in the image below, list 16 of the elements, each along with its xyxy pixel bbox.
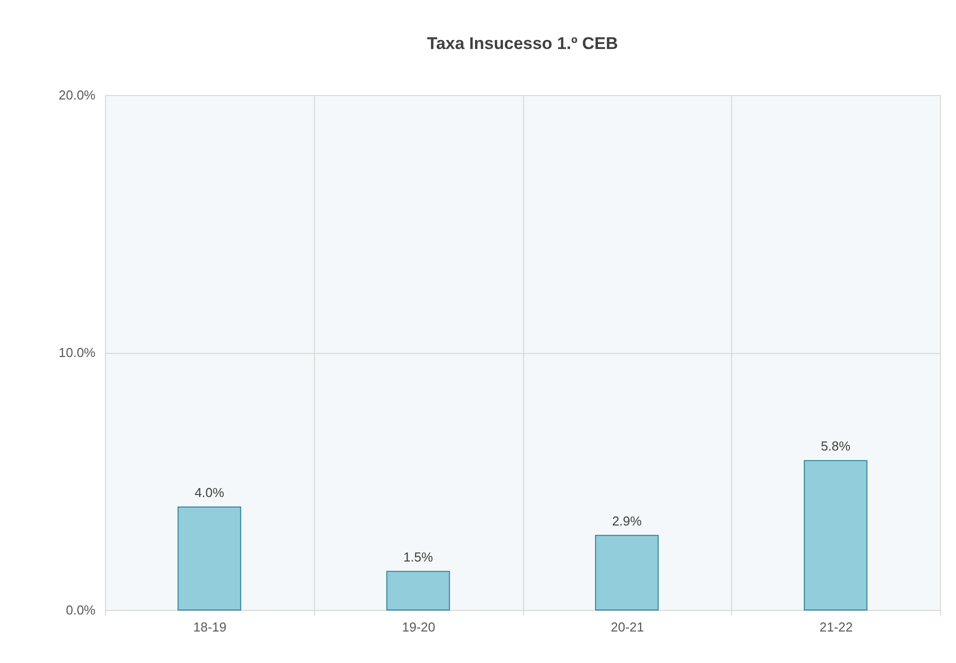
y-tick-label: 20.0%	[58, 88, 96, 102]
data-label: 5.8%	[820, 438, 851, 454]
data-label: 1.5%	[403, 549, 434, 564]
chart-title: Taxa Insucesso 1.º CEB	[426, 34, 618, 53]
x-tick-label: 20-21	[610, 620, 644, 634]
data-label: 2.9%	[612, 513, 642, 528]
bar	[178, 506, 242, 610]
x-tick-label: 18-19	[193, 620, 226, 634]
bar	[386, 570, 450, 610]
x-tick-label: 21-22	[820, 620, 853, 634]
data-label: 4.0%	[194, 485, 225, 500]
bar	[595, 534, 659, 610]
x-tick-label: 19-20	[402, 620, 436, 634]
bar	[804, 460, 868, 610]
y-tick-label: 10.0%	[58, 345, 96, 360]
y-tick-label: 0.0%	[66, 602, 96, 618]
